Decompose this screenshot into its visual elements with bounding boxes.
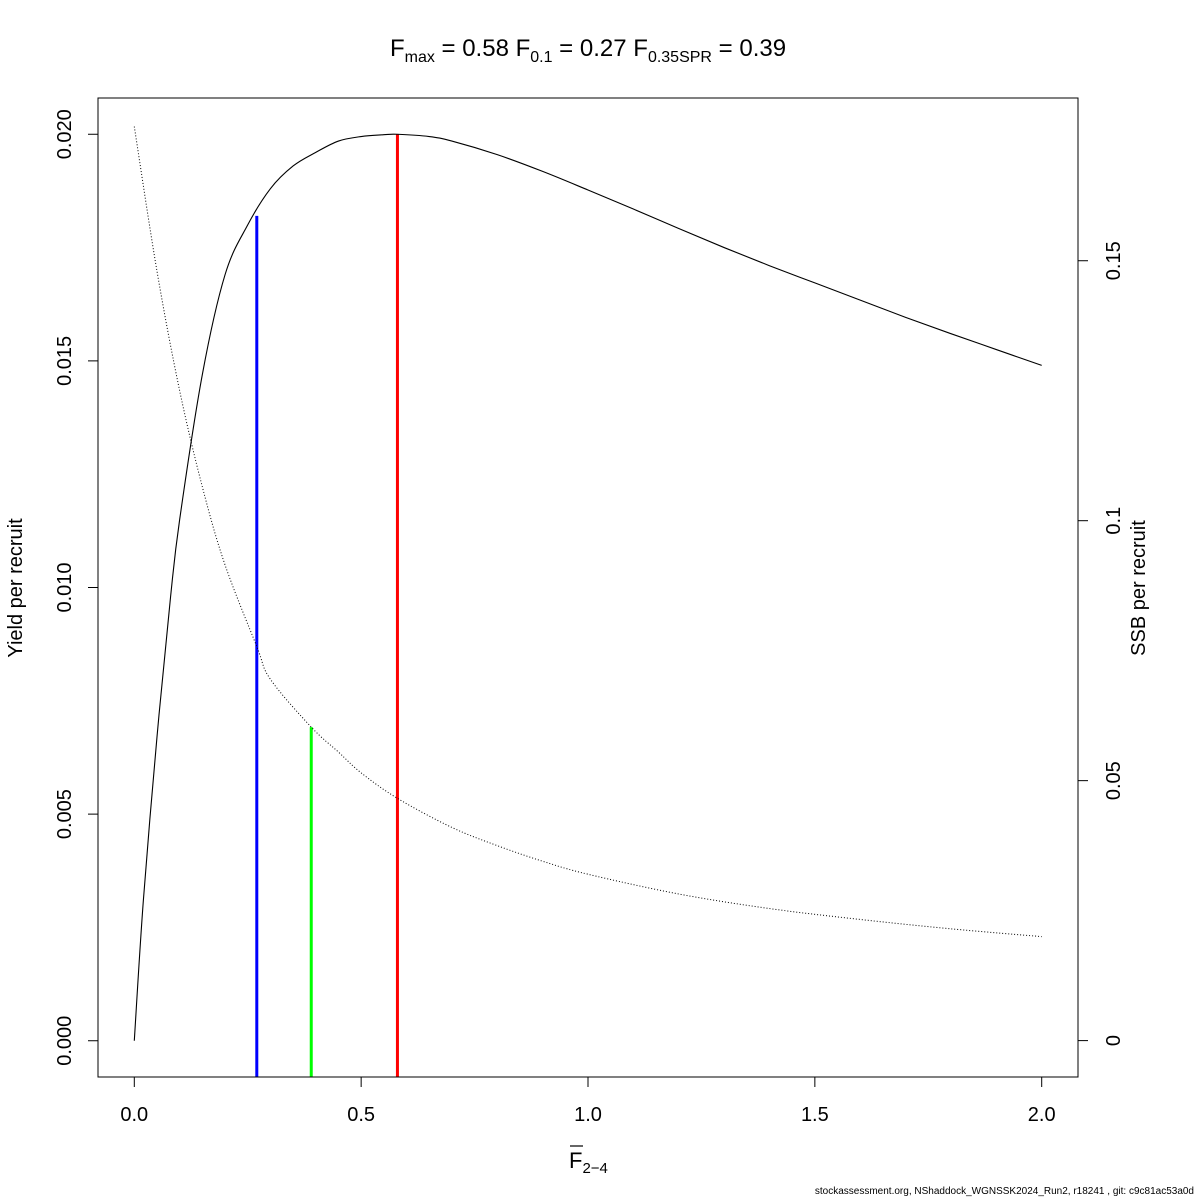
y-left-tick-label-0: 0.000 — [54, 1016, 76, 1066]
x-tick-label-2: 1.0 — [574, 1104, 602, 1126]
y-left-tick-label-3: 0.015 — [54, 336, 76, 386]
y-left-tick-label-4: 0.020 — [54, 109, 76, 159]
y-axis-left: 0.000 0.005 0.010 0.015 0.020 — [54, 109, 99, 1066]
y-axis-right: 0 0.05 0.1 0.15 — [1077, 241, 1125, 1046]
y-right-tick-label-1: 0.05 — [1103, 761, 1125, 800]
svg-text:F2−4: F2−4 — [569, 1148, 608, 1177]
footer-credit: stockassessment.org, NShaddock_WGNSSK202… — [814, 1186, 1194, 1197]
plot-frame — [97, 97, 1079, 1078]
y-left-tick-label-2: 0.010 — [54, 562, 76, 612]
y-right-tick-label-2: 0.1 — [1103, 507, 1125, 535]
series-group — [133, 126, 1042, 1041]
x-tick-label-3: 1.5 — [801, 1104, 829, 1126]
y-right-tick-label-3: 0.15 — [1103, 241, 1125, 280]
x-axis-label: F2−4 — [569, 1145, 608, 1177]
series-line-1 — [133, 126, 1042, 938]
y-left-tick-label-1: 0.005 — [54, 789, 76, 839]
x-tick-label-4: 2.0 — [1028, 1104, 1056, 1126]
x-tick-label-1: 0.5 — [347, 1104, 375, 1126]
y-axis-right-label: SSB per recruit — [1128, 520, 1150, 656]
x-axis: 0.0 0.5 1.0 1.5 2.0 — [120, 1076, 1056, 1126]
x-tick-label-0: 0.0 — [120, 1104, 148, 1126]
chart-title: Fmax = 0.58 F0.1 = 0.27 F0.35SPR = 0.39 — [390, 35, 786, 66]
series-line-0 — [133, 133, 1042, 1041]
y-right-tick-label-0: 0 — [1103, 1035, 1125, 1046]
y-axis-left-label: Yield per recruit — [5, 518, 27, 658]
reference-lines — [255, 134, 399, 1077]
